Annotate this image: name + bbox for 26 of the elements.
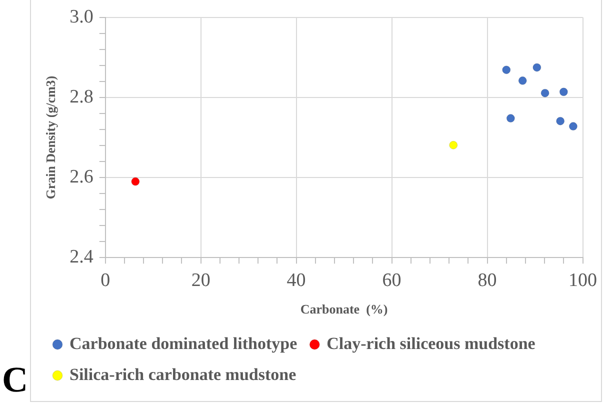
point bbox=[532, 63, 542, 72]
x-tick-label: 80 bbox=[478, 270, 497, 291]
legend-label: Clay-rich siliceous mudstone bbox=[326, 334, 536, 353]
y-tick-label: 3.0 bbox=[70, 6, 94, 28]
x-tick-label: 0 bbox=[100, 270, 110, 291]
x-axis-title: Carbonate (%) bbox=[300, 302, 388, 317]
legend-label: Silica-rich carbonate mudstone bbox=[70, 364, 297, 384]
y-tick-label: 2.8 bbox=[70, 86, 94, 108]
x-tick-label: 20 bbox=[191, 270, 210, 291]
point bbox=[506, 114, 515, 123]
point bbox=[556, 116, 565, 126]
legend-label: Carbonate dominated lithotype bbox=[70, 334, 298, 353]
point bbox=[540, 88, 550, 98]
x-tick-label: 60 bbox=[382, 270, 402, 291]
y-tick-label: 2.6 bbox=[70, 166, 94, 188]
x-tick-label: 100 bbox=[568, 270, 597, 291]
y-axis-title: Grain Density (g/cm3) bbox=[43, 76, 58, 200]
point bbox=[518, 76, 527, 85]
y-tick-label: 2.4 bbox=[70, 246, 94, 268]
point bbox=[568, 122, 578, 131]
point bbox=[449, 140, 458, 150]
text: C bbox=[2, 359, 28, 400]
point bbox=[559, 88, 568, 96]
point bbox=[502, 66, 511, 74]
point bbox=[131, 177, 140, 186]
x-tick-label: 40 bbox=[286, 270, 306, 291]
